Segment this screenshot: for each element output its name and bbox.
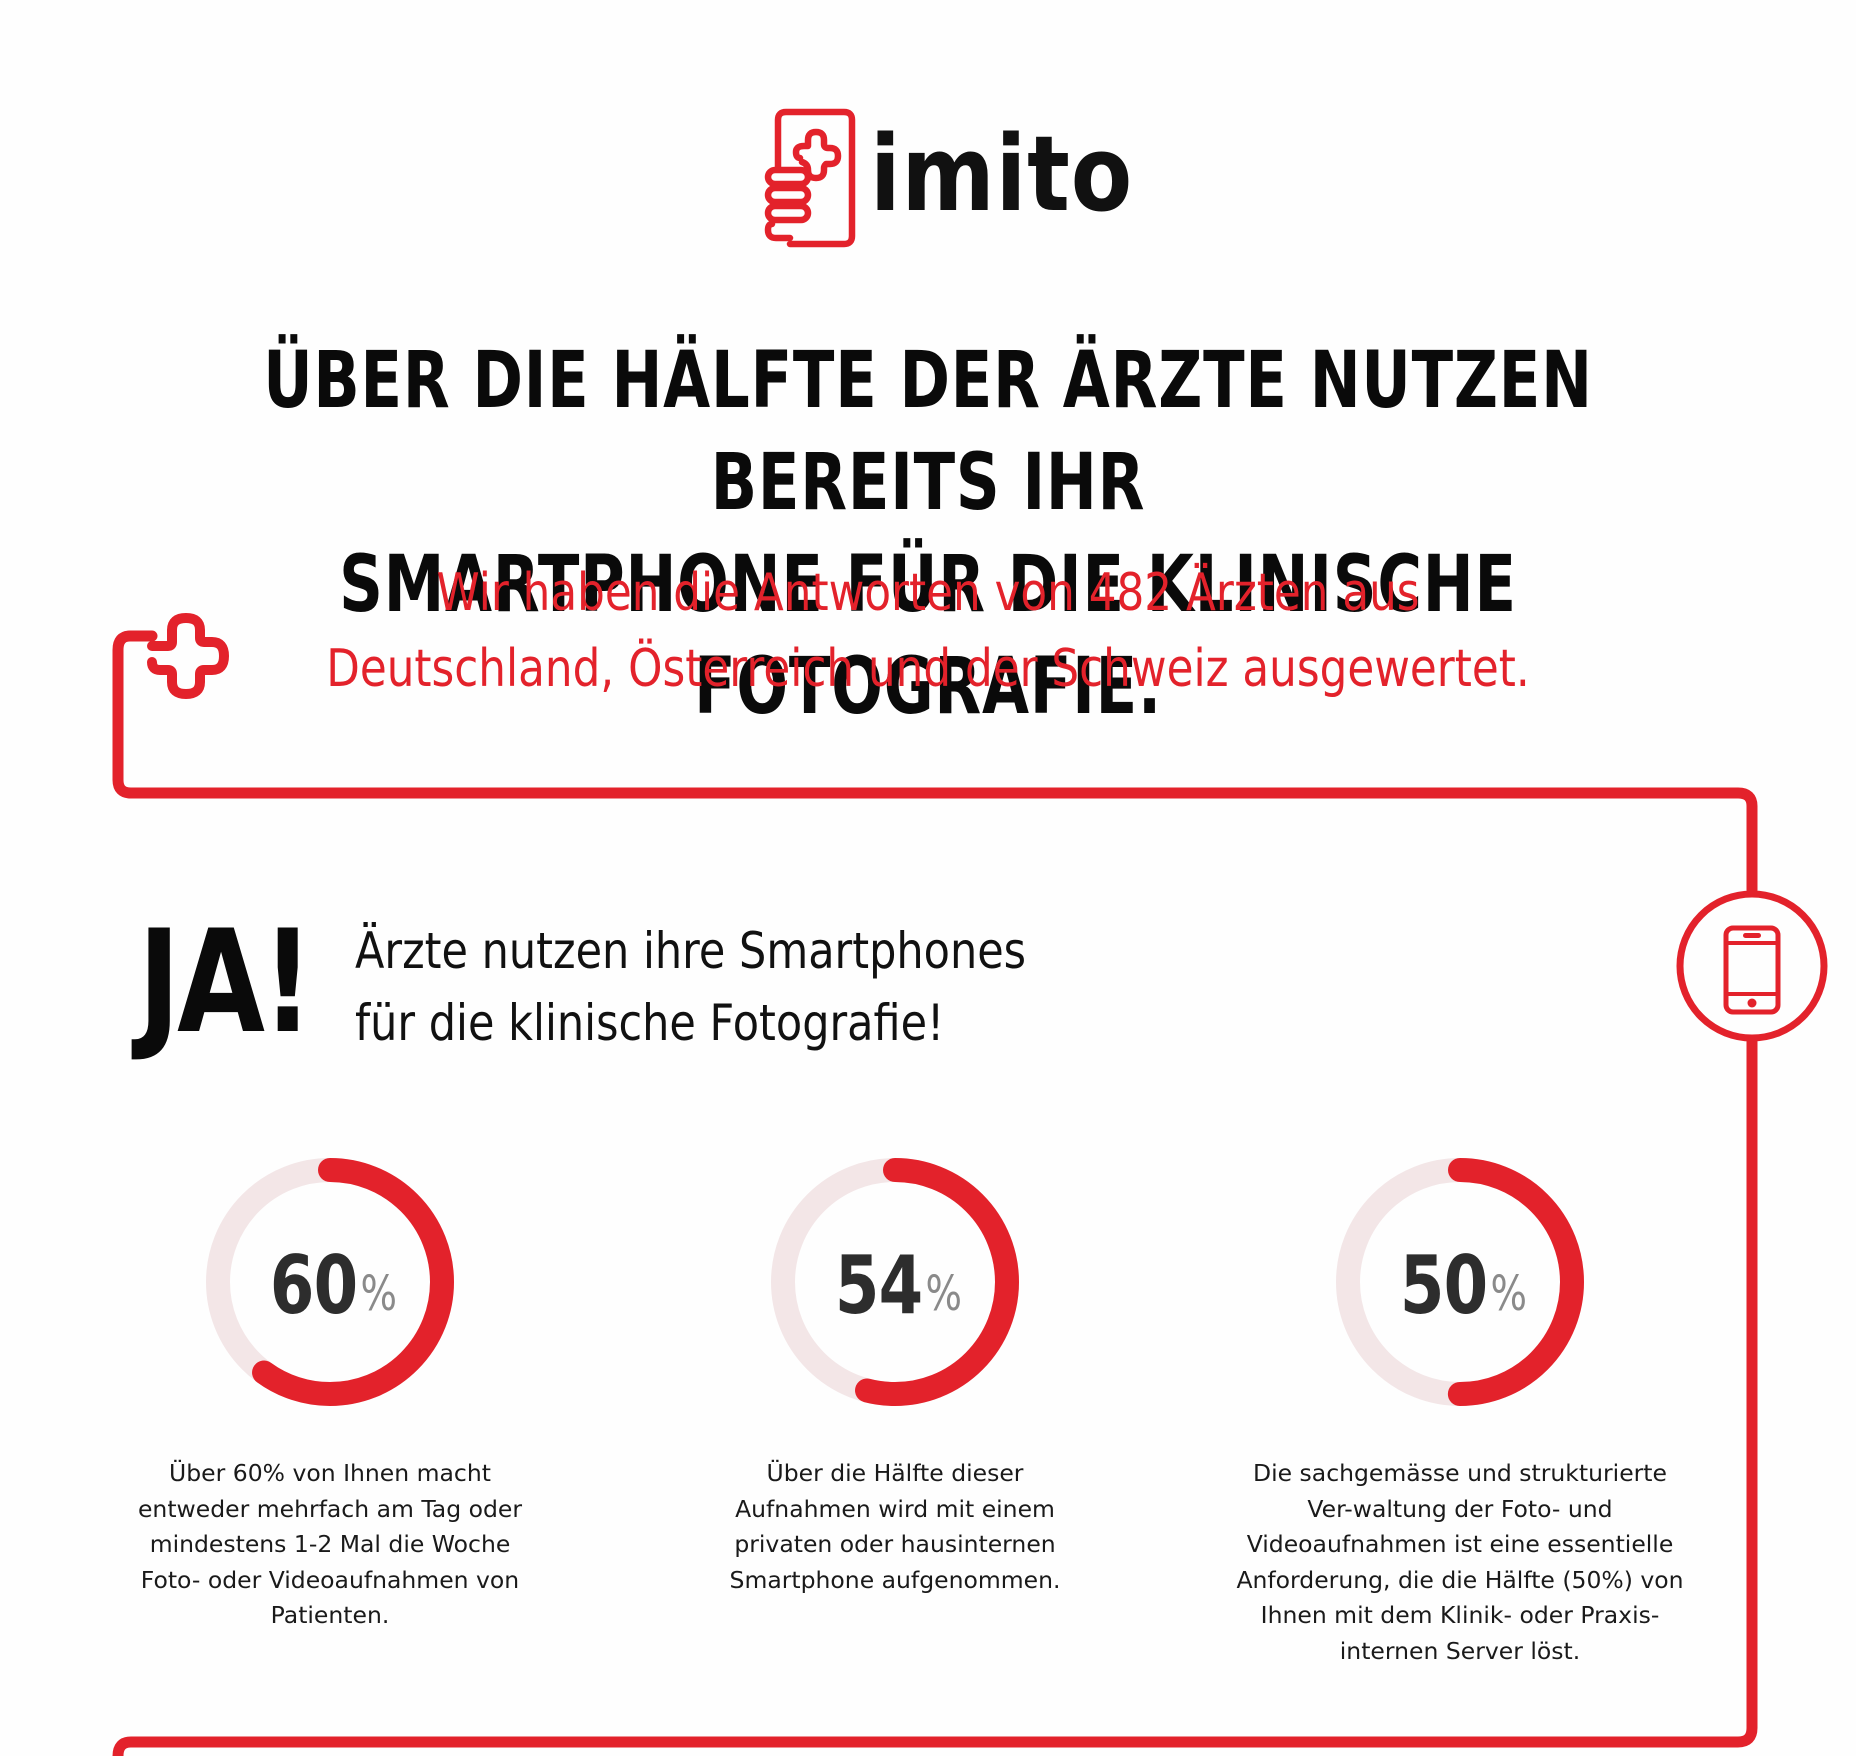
subtitle-line-2: Deutschland, Österreich und der Schweiz …	[326, 639, 1530, 699]
subtitle-line-1: Wir haben die Antworten von 482 Ärzten a…	[436, 563, 1420, 623]
smartphone-icon	[1676, 890, 1828, 1042]
stat-value: 54%	[765, 1152, 1025, 1412]
stat-description: Die sachgemässe und strukturierte Ver-wa…	[1236, 1459, 1684, 1665]
brand-name: imito	[870, 113, 1134, 235]
headline-line-2: Smartphone für die klinische Fotografie.	[339, 540, 1517, 732]
medical-cross-outline-icon	[147, 613, 229, 699]
donut-chart: 54%	[765, 1152, 1025, 1412]
ja-label: JA!	[138, 900, 314, 1065]
donut-ring	[771, 1158, 1019, 1406]
stat-number: 50	[1399, 1238, 1487, 1332]
stat-unit: %	[360, 1266, 397, 1322]
donut-chart: 60%	[200, 1152, 460, 1412]
page-title: Über die Hälfte der Ärzte nutzen bereits…	[0, 330, 1856, 738]
stat-card: 54% Über die Hälfte dieser Aufnahmen wir…	[655, 1152, 1135, 1598]
stat-number: 54	[834, 1238, 922, 1332]
headline-line-1: Über die Hälfte der Ärzte nutzen bereits…	[263, 336, 1593, 528]
donut-ring	[1336, 1158, 1584, 1406]
ja-statement: Ärzte nutzen ihre Smartphones für die kl…	[355, 915, 1026, 1059]
hand-holding-phone-with-cross-icon	[764, 108, 856, 248]
survey-subtitle: Wir haben die Antworten von 482 Ärzten a…	[0, 555, 1856, 707]
stat-value: 60%	[200, 1152, 460, 1412]
ja-statement-line-2: für die klinische Fotografie!	[355, 994, 945, 1052]
stat-unit: %	[925, 1266, 962, 1322]
ja-statement-line-1: Ärzte nutzen ihre Smartphones	[355, 922, 1027, 980]
stat-card: 50% Die sachgemässe und strukturierte Ve…	[1220, 1152, 1700, 1669]
stat-description: Über 60% von Ihnen macht entweder mehrfa…	[137, 1459, 523, 1629]
stat-card: 60% Über 60% von Ihnen macht entweder me…	[90, 1152, 570, 1634]
imito-logo: imito	[760, 108, 1132, 248]
donut-chart: 50%	[1330, 1152, 1590, 1412]
stat-number: 60	[269, 1238, 357, 1332]
stat-value: 50%	[1330, 1152, 1590, 1412]
stat-unit: %	[1490, 1266, 1527, 1322]
donut-ring	[206, 1158, 454, 1406]
stat-description: Über die Hälfte dieser Aufnahmen wird mi…	[729, 1459, 1061, 1594]
